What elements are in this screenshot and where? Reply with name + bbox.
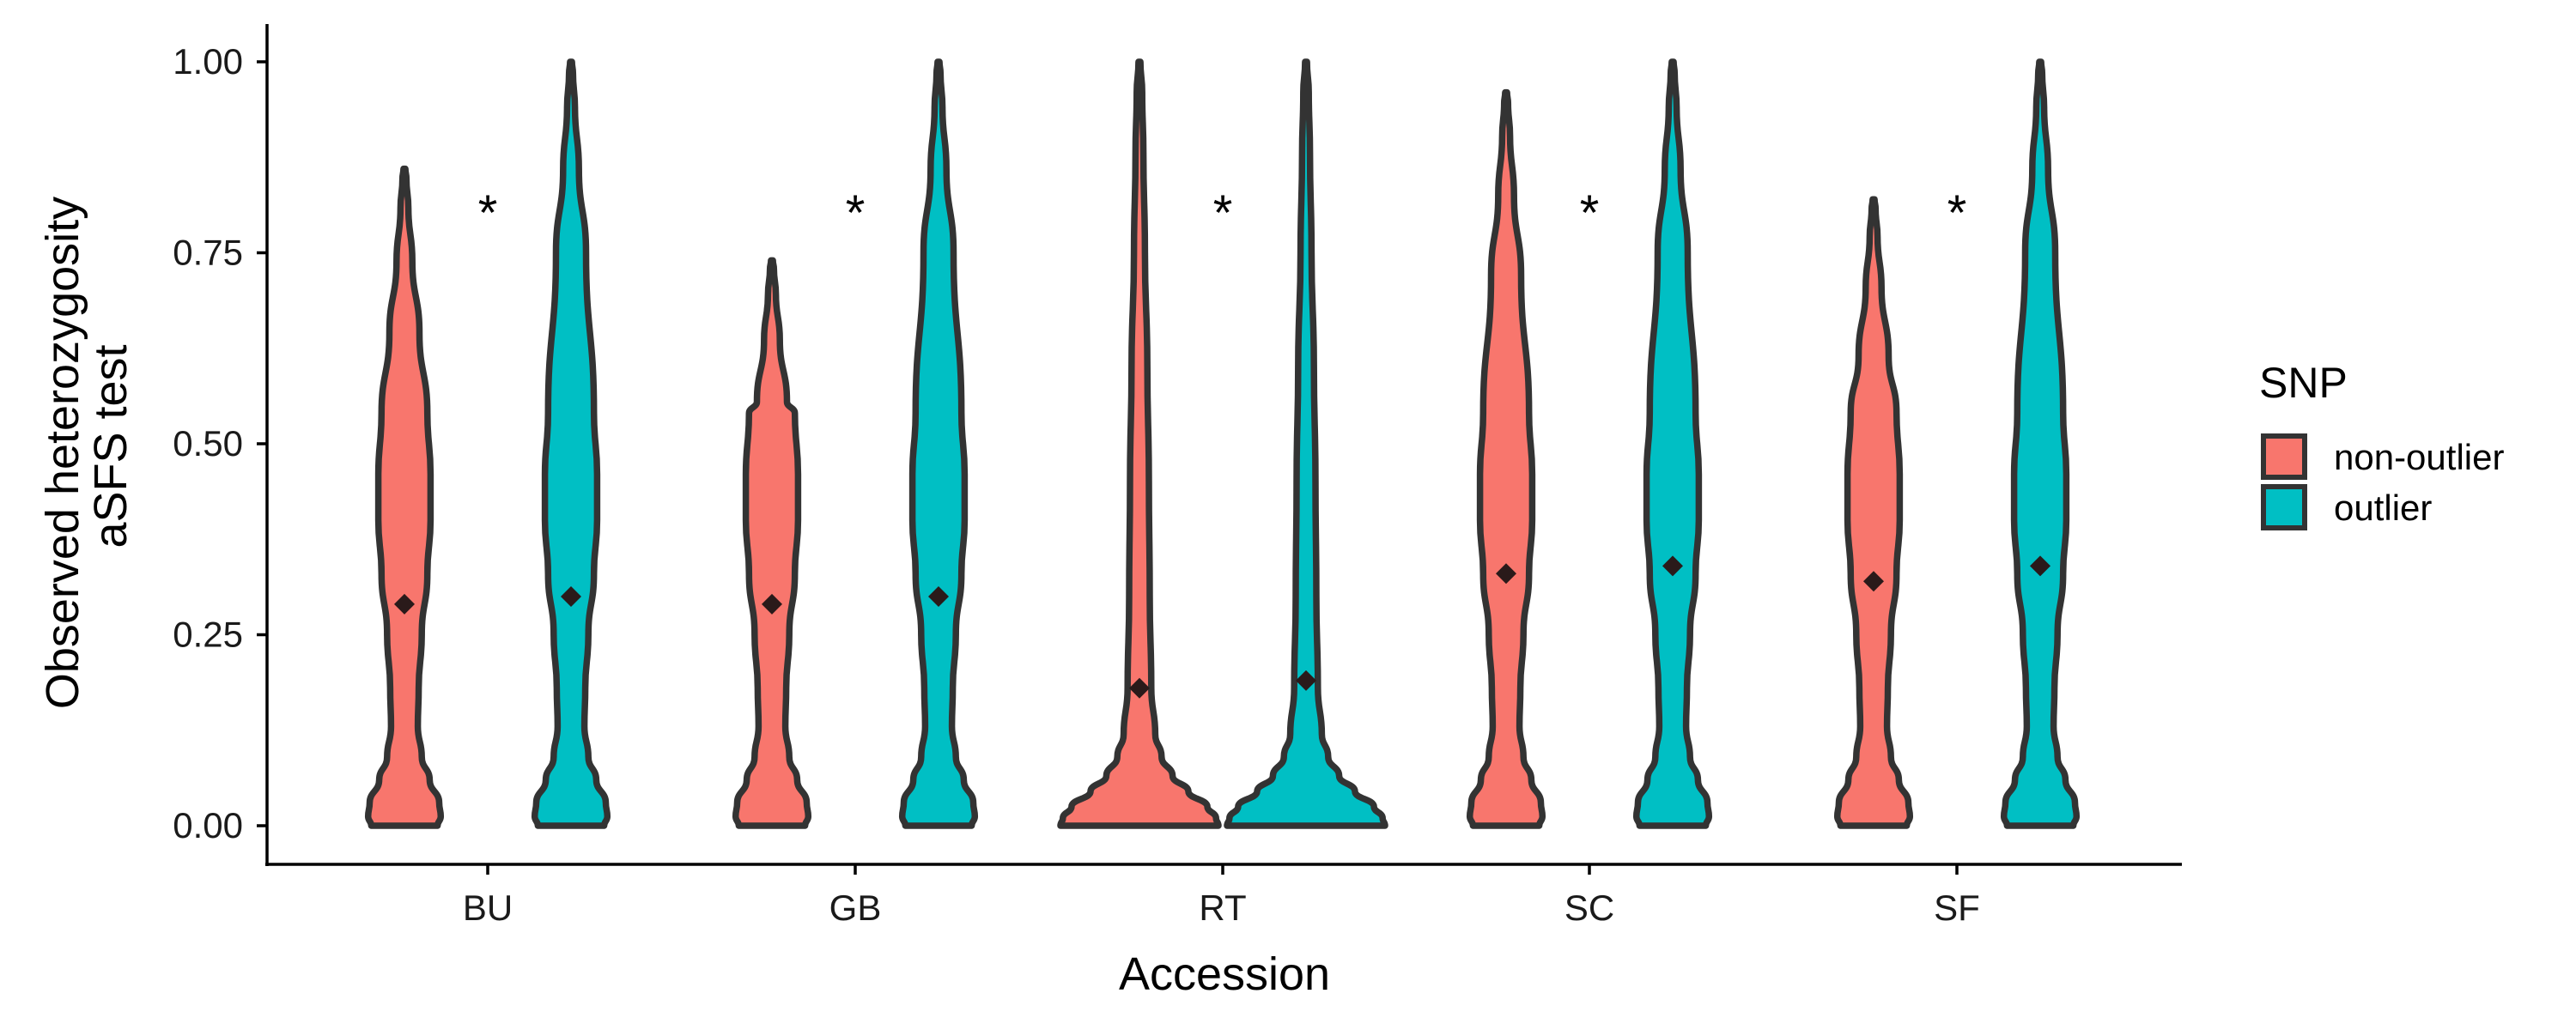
y-tick-label: 1.00 — [173, 41, 243, 82]
y-tick-label: 0.50 — [173, 423, 243, 464]
violin-sf-non-outlier — [1833, 196, 1914, 829]
mean-markers — [394, 555, 2050, 699]
mean-marker-sc-outlier — [1662, 555, 1683, 577]
x-tick-label: SC — [1564, 888, 1614, 928]
x-tick-label: GB — [829, 888, 882, 928]
legend: SNP non-outlier outlier — [2259, 359, 2504, 530]
x-axis-title: Accession — [1119, 948, 1330, 1000]
x-tick-label: RT — [1199, 888, 1246, 928]
mean-marker-gb-outlier — [928, 586, 949, 607]
mean-marker-sf-non-outlier — [1863, 571, 1884, 592]
legend-label-non-outlier: non-outlier — [2334, 437, 2504, 477]
legend-key-outlier — [2261, 484, 2307, 530]
x-tick-label: BU — [463, 888, 513, 928]
x-tick-label: SF — [1934, 888, 1980, 928]
legend-label-outlier: outlier — [2334, 488, 2432, 528]
significance-markers: * * * * * — [478, 185, 1967, 241]
x-axis-ticks: BU GB RT SC SF — [463, 864, 1980, 928]
mean-marker-rt-outlier — [1296, 670, 1316, 691]
y-axis-title-line-1: Observed heterozygosity — [37, 197, 88, 709]
significance-star-gb: * — [846, 185, 866, 241]
plot-area: * * * * * — [364, 58, 2081, 829]
mean-marker-sc-non-outlier — [1496, 563, 1516, 585]
y-tick-label: 0.25 — [173, 615, 243, 655]
mean-marker-bu-outlier — [561, 586, 581, 607]
legend-key-non-outlier — [2261, 433, 2307, 480]
y-axis-title: Observed heterozygosity aSFS test — [37, 184, 137, 709]
violin-sf-outlier — [2000, 58, 2081, 829]
mean-marker-gb-non-outlier — [762, 593, 782, 615]
violin-gb-outlier — [898, 58, 979, 829]
y-axis-title-line-2: aSFS test — [85, 344, 137, 548]
violin-rt-non-outlier — [1057, 58, 1222, 829]
significance-star-sc: * — [1580, 185, 1600, 241]
violin-bu-non-outlier — [364, 165, 445, 829]
violin-rt-outlier — [1224, 58, 1388, 829]
mean-marker-bu-non-outlier — [394, 593, 415, 615]
mean-marker-rt-non-outlier — [1129, 677, 1150, 699]
violin-sc-outlier — [1632, 58, 1713, 829]
significance-star-sf: * — [1947, 185, 1967, 241]
legend-title: SNP — [2259, 359, 2348, 407]
significance-star-bu: * — [478, 185, 498, 241]
violin-gb-non-outlier — [732, 257, 812, 829]
y-axis-ticks: 0.00 0.25 0.50 0.75 1.00 — [173, 41, 267, 845]
y-tick-label: 0.00 — [173, 805, 243, 845]
significance-star-rt: * — [1213, 185, 1233, 241]
violin-bu-outlier — [531, 58, 611, 829]
y-tick-label: 0.75 — [173, 233, 243, 273]
violin-layer — [364, 58, 2081, 829]
violin-sc-non-outlier — [1466, 88, 1546, 829]
mean-marker-sf-outlier — [2030, 555, 2050, 577]
